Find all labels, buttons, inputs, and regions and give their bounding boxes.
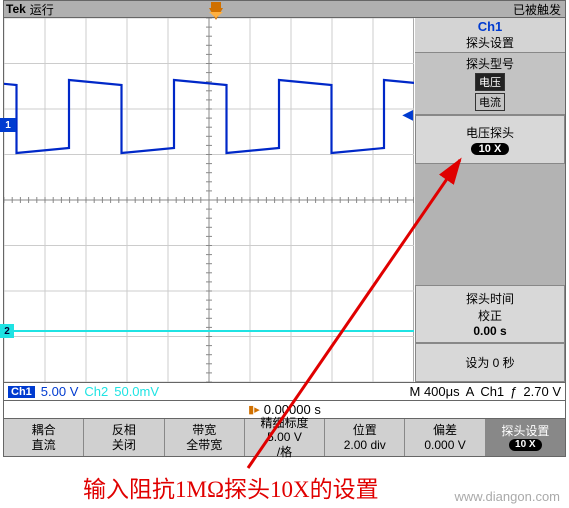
btn-fine-scale[interactable]: 精细标度 5.00 V /格	[245, 419, 325, 456]
annotation-text: 输入阻抗1MΩ探头10X的设置	[83, 470, 379, 504]
side-menu: Ch1 探头设置 探头型号 电压 电流 电压探头 10 X 探头时间 校正 0.…	[414, 18, 565, 382]
btn-coupling[interactable]: 耦合 直流	[4, 419, 84, 456]
side-header: Ch1 探头设置	[415, 18, 565, 53]
voltage-probe-box[interactable]: 电压探头 10 X	[415, 115, 565, 164]
brand-label: Tek	[4, 2, 28, 16]
ch1-marker: 1	[0, 118, 16, 132]
set-zero-box[interactable]: 设为 0 秒	[415, 343, 565, 382]
top-status-bar: Tek 运行 已被触发	[3, 0, 566, 18]
run-status: 运行	[30, 1, 54, 18]
ch1-scale: 5.00 V	[41, 384, 79, 399]
waveform-display: 1 2 ◀	[4, 18, 414, 382]
ch2-trace	[4, 330, 414, 332]
btn-offset[interactable]: 偏差 0.000 V	[405, 419, 485, 456]
trigger-position-icon	[203, 0, 229, 28]
trig-src: Ch1	[480, 384, 504, 399]
probe-setting-label: 探头设置	[415, 34, 565, 51]
trigger-level-marker: ◀	[402, 106, 413, 123]
trigger-status: 已被触发	[509, 1, 565, 18]
btn-bandwidth[interactable]: 带宽 全带宽	[165, 419, 245, 456]
btn-invert[interactable]: 反相 关闭	[84, 419, 164, 456]
ch2-marker: 2	[0, 324, 14, 338]
voltage-probe-label: 电压探头	[416, 124, 564, 141]
readout-bar: Ch1 5.00 V Ch2 50.0mV M 400μs A Ch1 ƒ 2.…	[3, 383, 566, 401]
probe-factor-pill: 10 X	[471, 143, 510, 155]
probe-time-label: 探头时间	[416, 290, 564, 307]
ch2-scale: 50.0mV	[114, 384, 159, 399]
watermark: www.diangon.com	[455, 489, 561, 504]
trig-level: 2.70 V	[523, 384, 561, 399]
probe-time-value: 0.00 s	[416, 324, 564, 338]
timebase: M 400μs	[410, 384, 460, 399]
bottom-button-row: 耦合 直流 反相 关闭 带宽 全带宽 精细标度 5.00 V /格 位置 2.0…	[3, 419, 566, 457]
ch2-tag: Ch2	[84, 384, 108, 399]
delay-value: 0.00000 s	[264, 402, 321, 417]
probe-time-box[interactable]: 探头时间 校正 0.00 s	[415, 285, 565, 343]
trig-mode: A	[466, 384, 475, 399]
btn-probe-setup[interactable]: 探头设置 10 X	[486, 419, 565, 456]
delay-icon: ▮▸	[248, 403, 260, 416]
opt-voltage[interactable]: 电压	[475, 73, 505, 91]
probe-model-section[interactable]: 探头型号 电压 电流	[415, 53, 565, 115]
probe-model-label: 探头型号	[415, 55, 565, 72]
ch1-tag: Ch1	[8, 386, 35, 398]
probe-time-label2: 校正	[416, 307, 564, 324]
opt-current[interactable]: 电流	[475, 93, 505, 111]
channel-label: Ch1	[415, 19, 565, 34]
trig-edge: ƒ	[510, 384, 517, 399]
ch1-waveform	[4, 18, 414, 382]
btn-position[interactable]: 位置 2.00 div	[325, 419, 405, 456]
